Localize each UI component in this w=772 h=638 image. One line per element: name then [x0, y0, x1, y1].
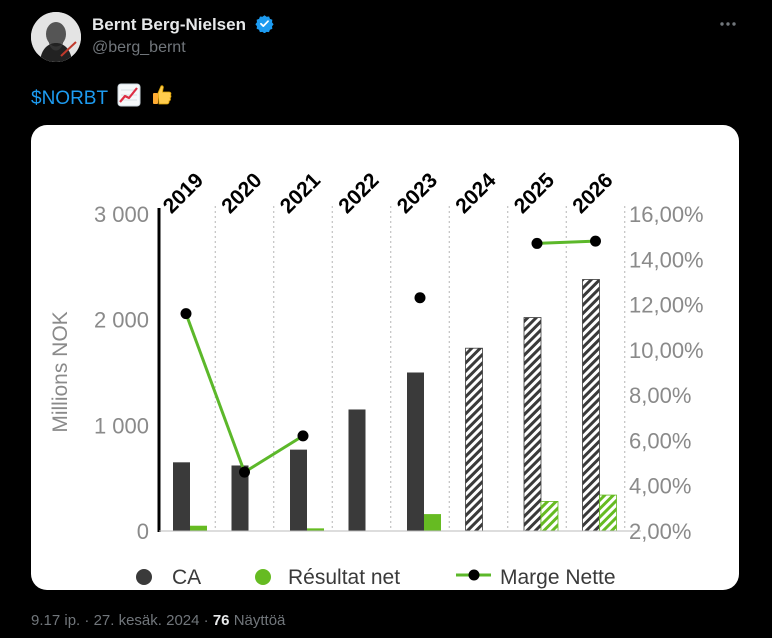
bar-ca [465, 347, 483, 532]
marge-point [239, 466, 250, 478]
bar-resultat-net [190, 525, 207, 531]
y2-tick-label: 6,00% [629, 428, 691, 453]
year-label: 2026 [568, 169, 617, 218]
view-label: Näyttöä [233, 612, 286, 629]
more-options-button[interactable] [712, 8, 744, 40]
tweet-text: $NORBT [31, 83, 174, 110]
avatar[interactable] [31, 12, 81, 62]
marge-point [180, 308, 192, 320]
marge-point [531, 237, 543, 249]
bar-ca [173, 462, 190, 531]
tweet-image[interactable]: 0 1 000 2 000 3 000 2,00% 4,00% 6,00% 8,00% 10,0… [31, 125, 739, 590]
year-label: 2025 [510, 169, 560, 219]
marge-line-segment [536, 239, 596, 245]
verified-badge-icon [255, 15, 274, 33]
year-label: 2024 [451, 169, 501, 219]
cashtag-link[interactable]: $NORBT [31, 88, 108, 109]
y-tick-label: 1 000 [94, 413, 149, 438]
bar-ca [582, 279, 600, 532]
bar-ca [523, 317, 542, 532]
bar-ca [231, 465, 249, 531]
y2-tick-label: 16,00% [629, 202, 704, 227]
tweet-meta: 9.17 ip. · 27. kesäk. 2024 · 76 Näyttöä [31, 612, 285, 629]
author-name[interactable]: Bernt Berg-Nielsen [92, 14, 274, 35]
y2-tick-label: 4,00% [629, 474, 691, 499]
y2-tick-label: 14,00% [629, 247, 704, 272]
y2-tick-label: 10,00% [629, 338, 704, 363]
bar-resultat-net [599, 494, 617, 532]
bar-ca [290, 449, 307, 531]
bar-ca [407, 372, 424, 531]
y-tick-label: 2 000 [94, 308, 149, 333]
legend-label-marge: Marge Nette [500, 566, 616, 589]
meta-separator: · [84, 612, 90, 629]
marge-point [297, 430, 309, 442]
y-tick-label: 3 000 [94, 202, 149, 227]
y2-tick-label: 12,00% [629, 293, 704, 318]
author-handle[interactable]: @berg_bernt [92, 39, 186, 56]
bar-resultat-net [424, 514, 441, 531]
bar-resultat-net [540, 501, 559, 532]
more-options-icon [720, 22, 736, 26]
legend-label-resultat: Résultat net [288, 566, 400, 589]
chart-increasing-icon [117, 83, 141, 107]
legend-marker-marge-dot [468, 569, 480, 581]
year-label: 2019 [159, 169, 208, 218]
chart: 0 1 000 2 000 3 000 2,00% 4,00% 6,00% 8,00% 10,0… [49, 169, 704, 589]
marge-line-segment [243, 434, 304, 474]
thumbs-up-icon [153, 85, 172, 105]
view-count: 76 [212, 612, 230, 629]
y-tick-label: 0 [137, 519, 149, 544]
y-axis-label: Millions NOK [49, 311, 72, 432]
marge-point [590, 235, 601, 247]
legend-marker-resultat [255, 569, 271, 585]
y2-tick-label: 2,00% [629, 519, 691, 544]
year-label: 2020 [217, 169, 266, 218]
marge-point [414, 292, 426, 304]
legend-marker-ca [136, 569, 152, 585]
year-label: 2021 [276, 169, 326, 219]
bar-resultat-net [307, 528, 324, 531]
legend-label-ca: CA [172, 566, 201, 589]
tweet-date[interactable]: 27. kesäk. 2024 [93, 612, 200, 629]
avatar-image [31, 12, 81, 62]
year-label: 2022 [334, 169, 383, 218]
year-label: 2023 [393, 169, 442, 218]
meta-separator: · [203, 612, 209, 629]
marge-line-segment [184, 313, 246, 473]
bar-ca [348, 409, 366, 531]
y2-tick-label: 8,00% [629, 383, 691, 408]
tweet-time[interactable]: 9.17 ip. [31, 612, 81, 629]
author-name-text[interactable]: Bernt Berg-Nielsen [92, 15, 246, 34]
